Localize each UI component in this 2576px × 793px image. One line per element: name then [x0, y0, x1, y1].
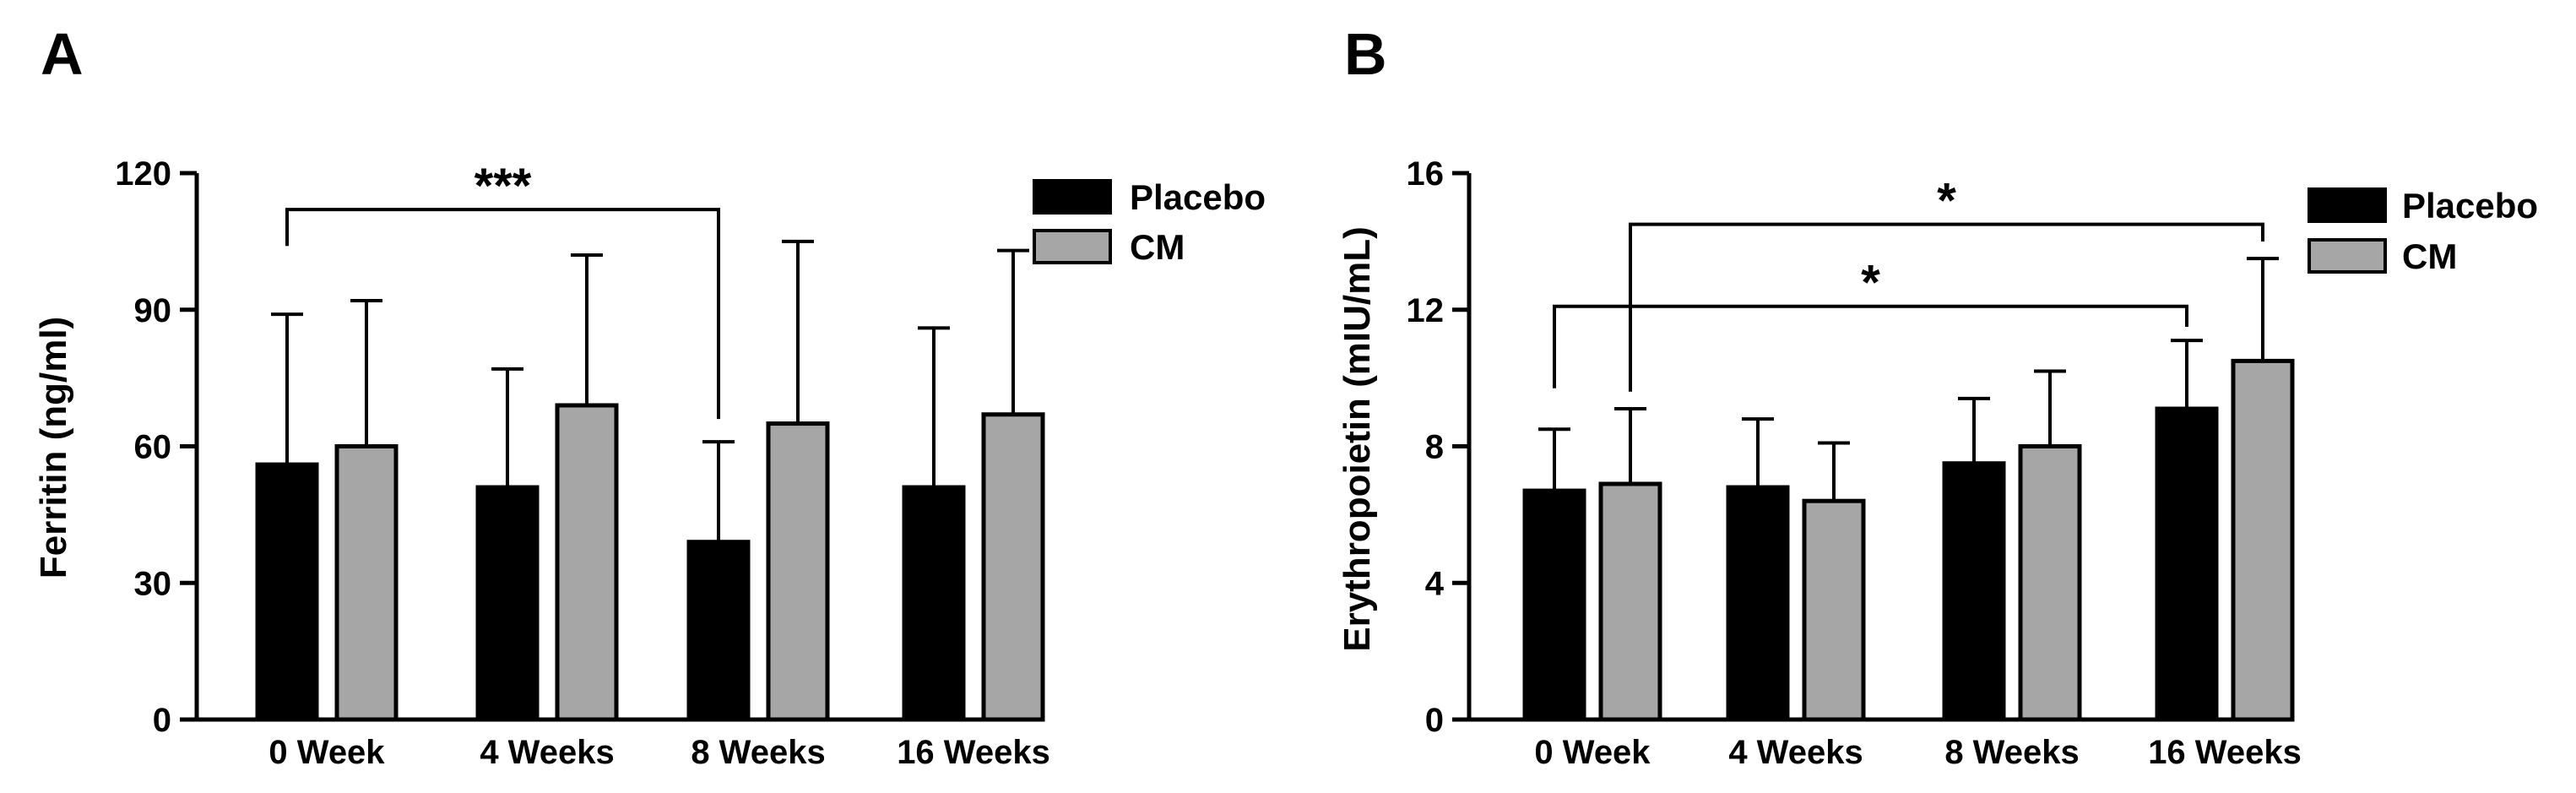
bar-placebo — [1726, 485, 1790, 722]
y-tick-label: 12 — [1407, 292, 1445, 329]
y-tick-label: 60 — [134, 429, 172, 466]
x-tick-label: 0 Week — [268, 734, 385, 771]
x-tick-label: 0 Week — [1534, 734, 1651, 771]
significance-label: *** — [475, 159, 532, 214]
y-tick-label: 4 — [1425, 565, 1445, 602]
significance-bracket — [1553, 304, 2188, 388]
x-tick-label: 16 Weeks — [2148, 734, 2302, 771]
x-tick-label: 8 Weeks — [691, 734, 825, 771]
x-tick-label: 4 Weeks — [1728, 734, 1863, 771]
y-tick-label: 0 — [153, 702, 171, 739]
bar-cm — [555, 403, 619, 722]
legend-label-placebo: Placebo — [2402, 186, 2538, 225]
legend-swatch-cm — [1033, 229, 1112, 264]
bar-placebo — [1942, 461, 2006, 722]
bar-placebo — [902, 485, 966, 722]
significance-label: * — [1861, 256, 1880, 311]
panel-b: B Erythropoietin (mIU/mL) 0 4 8 12 16 0 Week 4… — [1337, 21, 2538, 771]
bar-cm — [2231, 358, 2295, 722]
y-tick-label: 90 — [134, 292, 172, 329]
legend-swatch-placebo — [1033, 179, 1112, 215]
bar-cm — [334, 444, 399, 722]
y-tick-label: 8 — [1425, 429, 1444, 466]
legend-label-cm: CM — [2402, 236, 2457, 276]
bar-cm — [766, 421, 830, 722]
plot-area: 0 4 8 12 16 0 Week 4 Weeks 8 Weeks 16 Weeks * * — [1407, 155, 2302, 771]
y-tick-label: 30 — [134, 565, 172, 602]
panel-letter: B — [1344, 21, 1387, 87]
y-axis-title: Erythropoietin (mIU/mL) — [1337, 226, 1378, 652]
bar-cm — [981, 412, 1045, 722]
legend: Placebo CM — [2308, 186, 2538, 276]
bar-cm — [1598, 481, 1662, 722]
y-tick-label: 16 — [1407, 155, 1445, 193]
bar-cm — [1802, 498, 1866, 722]
legend-swatch-placebo — [2308, 187, 2387, 223]
bar-placebo — [2155, 406, 2219, 722]
legend: Placebo CM — [1033, 177, 1266, 267]
y-axis-title: Ferritin (ng/ml) — [33, 317, 74, 578]
panel-a: A Ferritin (ng/ml) 0 30 60 90 120 0 Week 4 Wee… — [33, 21, 1266, 771]
bar-placebo — [475, 485, 540, 722]
y-tick-label: 0 — [1425, 702, 1444, 739]
x-tick-label: 8 Weeks — [1944, 734, 2079, 771]
y-tick-label: 120 — [115, 155, 171, 193]
legend-swatch-cm — [2308, 238, 2387, 274]
bar-placebo — [686, 540, 751, 722]
significance-bracket — [285, 208, 720, 420]
significance-bracket — [1629, 222, 2264, 392]
plot-area: 0 30 60 90 120 0 Week 4 Weeks 8 Weeks 16 Weeks **… — [115, 155, 1050, 771]
panel-letter: A — [41, 21, 84, 87]
bar-placebo — [1522, 488, 1586, 722]
legend-label-cm: CM — [1130, 227, 1185, 267]
significance-label: * — [1937, 174, 1956, 229]
x-tick-label: 16 Weeks — [897, 734, 1050, 771]
legend-label-placebo: Placebo — [1130, 177, 1266, 217]
bar-placebo — [255, 462, 319, 722]
bar-cm — [2018, 444, 2082, 722]
x-tick-label: 4 Weeks — [480, 734, 614, 771]
